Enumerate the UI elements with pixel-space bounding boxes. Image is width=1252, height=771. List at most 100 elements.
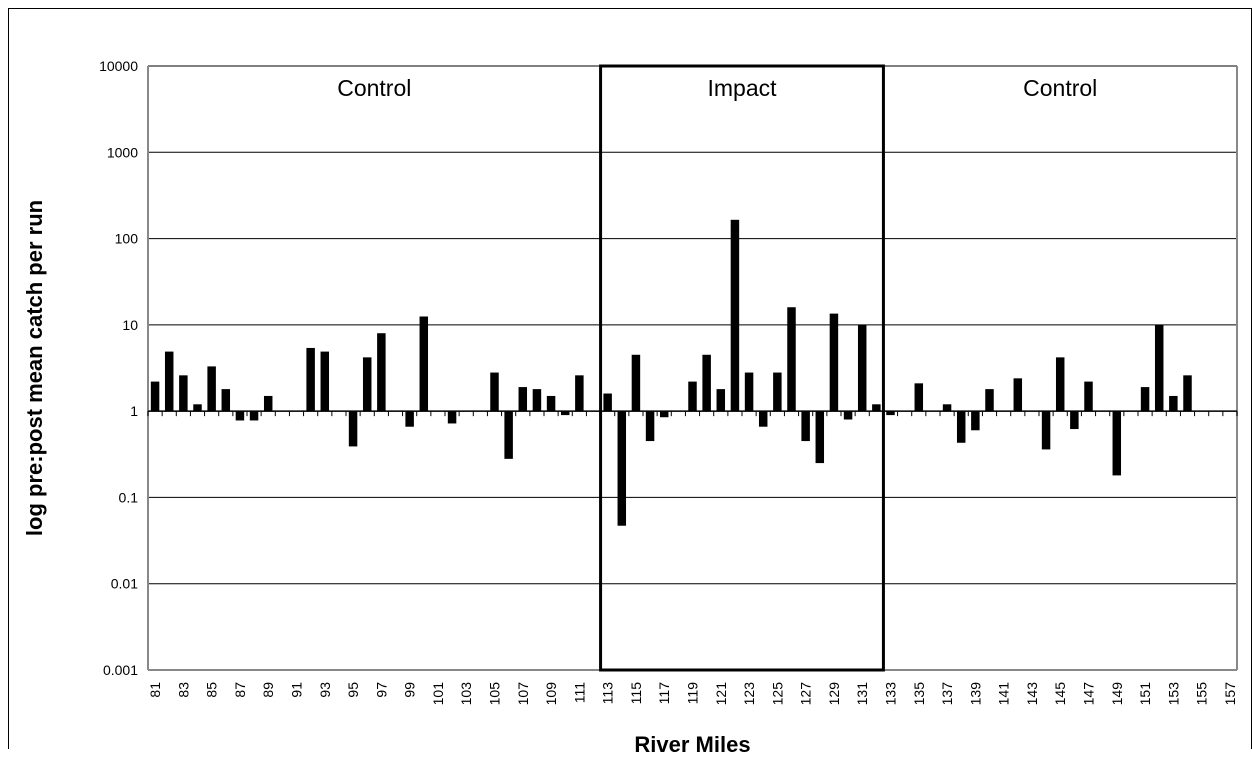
x-tick-label: 131 [854, 682, 870, 706]
bar [164, 351, 174, 412]
x-tick-label: 151 [1137, 682, 1153, 706]
bar [1169, 395, 1178, 412]
x-tick-label: 91 [289, 682, 305, 698]
x-tick-label: 121 [713, 682, 729, 706]
bar [773, 372, 782, 412]
x-axis-label: River Miles [634, 732, 750, 757]
bar [942, 404, 952, 412]
bar [787, 307, 796, 412]
bar [815, 411, 825, 464]
x-tick-label: 123 [741, 682, 757, 706]
y-tick-labels: 0.001 0.01 0.1 1 10 100 1000 10000 [99, 58, 138, 678]
x-tick-label: 103 [458, 682, 474, 706]
region-label: Impact [707, 75, 777, 101]
x-tick-label: 129 [826, 682, 842, 706]
bar [744, 372, 754, 412]
bar [857, 324, 867, 412]
x-tick-label: 109 [543, 682, 559, 706]
x-tick-labels: 81 83 85 87 89 91 93 95 97 99 101 103 105 107 109 111 11… [147, 682, 1238, 706]
bars [150, 219, 1192, 526]
bar [1084, 381, 1093, 412]
bar [1070, 411, 1079, 430]
x-tick-label: 97 [373, 682, 389, 698]
y-tick-label: 1000 [107, 144, 138, 160]
bar [532, 389, 542, 412]
x-tick-label: 127 [798, 682, 814, 706]
bar [221, 389, 231, 412]
x-tick-label: 85 [204, 682, 220, 698]
region-labels: Control Impact Control [337, 75, 1097, 101]
bar [1154, 324, 1164, 412]
bar [872, 404, 881, 412]
x-tick-label: 119 [685, 682, 701, 705]
bar [518, 387, 528, 412]
x-tick-label: 83 [175, 682, 191, 698]
region-label: Control [337, 75, 411, 101]
bar [362, 357, 372, 412]
bar [617, 411, 627, 526]
bar [829, 313, 839, 412]
x-tick-label: 135 [911, 682, 927, 706]
bar [207, 366, 216, 412]
impact-region-box [599, 64, 885, 672]
bar [447, 411, 457, 424]
x-tick-label: 157 [1222, 682, 1238, 706]
x-tick-label: 107 [515, 682, 531, 706]
x-tick-label: 113 [600, 682, 616, 705]
x-tick-label: 147 [1081, 682, 1097, 706]
x-tick-label: 141 [996, 682, 1012, 706]
bar [560, 411, 570, 416]
x-tick-label: 125 [769, 682, 785, 706]
bar [546, 395, 556, 412]
x-tick-label: 111 [571, 682, 587, 703]
bar [575, 375, 584, 412]
y-tick-label: 10 [122, 317, 138, 333]
bar [716, 389, 726, 412]
bar [249, 411, 259, 421]
x-tick-label: 145 [1052, 682, 1068, 706]
bar [1140, 387, 1150, 412]
x-tick-label: 99 [402, 682, 418, 698]
bar [956, 411, 966, 443]
bar [843, 411, 853, 420]
bar [419, 316, 429, 412]
x-tick-label: 153 [1165, 682, 1181, 706]
bar [631, 354, 641, 412]
baseline-axis [147, 410, 1238, 417]
bar [235, 411, 245, 421]
bar [1013, 378, 1023, 412]
y-tick-label: 100 [115, 231, 139, 247]
bar [490, 372, 499, 412]
x-tick-label: 87 [232, 682, 248, 698]
y-tick-label: 0.01 [111, 576, 138, 592]
bar [348, 411, 358, 447]
bar [405, 411, 414, 427]
bar [758, 411, 768, 427]
bar [504, 411, 513, 459]
bar [1041, 411, 1051, 450]
x-tick-label: 155 [1194, 682, 1210, 706]
bar [730, 219, 740, 412]
bar [688, 381, 697, 412]
bar [179, 375, 188, 412]
bar [1183, 375, 1192, 412]
bar [702, 354, 711, 412]
bar [985, 389, 994, 412]
y-tick-label: 0.001 [103, 662, 138, 678]
bar [306, 347, 315, 412]
bar [150, 381, 160, 412]
x-tick-label: 115 [628, 682, 644, 705]
bar [377, 333, 386, 412]
bar [645, 411, 655, 442]
y-tick-label: 0.1 [119, 489, 139, 505]
bar [801, 411, 810, 442]
y-tick-label: 10000 [99, 58, 138, 74]
x-tick-label: 143 [1024, 682, 1040, 706]
x-tick-label: 105 [487, 682, 503, 706]
bar [1112, 411, 1122, 476]
bar [1055, 357, 1065, 412]
x-tick-label: 117 [656, 682, 672, 705]
x-tick-label: 93 [317, 682, 333, 698]
x-tick-label: 95 [345, 682, 361, 698]
